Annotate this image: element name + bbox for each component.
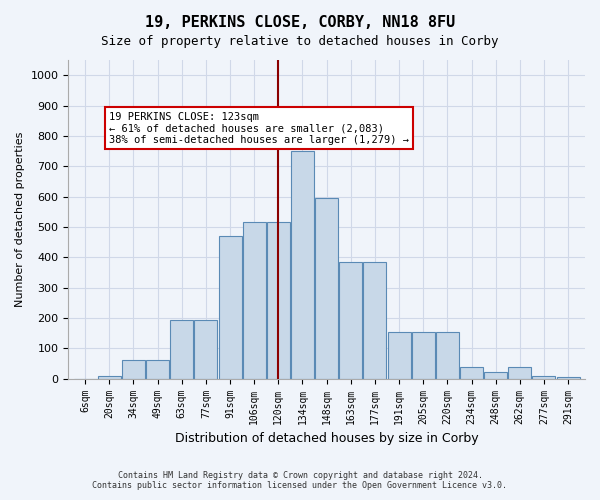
Text: Size of property relative to detached houses in Corby: Size of property relative to detached ho… xyxy=(101,35,499,48)
Bar xyxy=(267,222,290,378)
Text: 19, PERKINS CLOSE, CORBY, NN18 8FU: 19, PERKINS CLOSE, CORBY, NN18 8FU xyxy=(145,15,455,30)
Bar xyxy=(460,367,483,378)
Bar xyxy=(291,151,314,378)
Bar xyxy=(315,198,338,378)
Bar xyxy=(412,332,434,378)
Bar xyxy=(557,377,580,378)
Bar xyxy=(388,332,410,378)
Text: Contains HM Land Registry data © Crown copyright and database right 2024.
Contai: Contains HM Land Registry data © Crown c… xyxy=(92,470,508,490)
Bar xyxy=(146,360,169,378)
Bar xyxy=(194,320,217,378)
X-axis label: Distribution of detached houses by size in Corby: Distribution of detached houses by size … xyxy=(175,432,478,445)
Bar xyxy=(243,222,266,378)
Bar xyxy=(508,366,531,378)
Bar xyxy=(122,360,145,378)
Bar xyxy=(436,332,459,378)
Text: 19 PERKINS CLOSE: 123sqm
← 61% of detached houses are smaller (2,083)
38% of sem: 19 PERKINS CLOSE: 123sqm ← 61% of detach… xyxy=(109,112,409,145)
Bar xyxy=(532,376,556,378)
Bar xyxy=(98,376,121,378)
Bar xyxy=(364,262,386,378)
Bar xyxy=(340,262,362,378)
Bar xyxy=(218,236,242,378)
Bar xyxy=(170,320,193,378)
Y-axis label: Number of detached properties: Number of detached properties xyxy=(15,132,25,307)
Bar xyxy=(484,372,507,378)
